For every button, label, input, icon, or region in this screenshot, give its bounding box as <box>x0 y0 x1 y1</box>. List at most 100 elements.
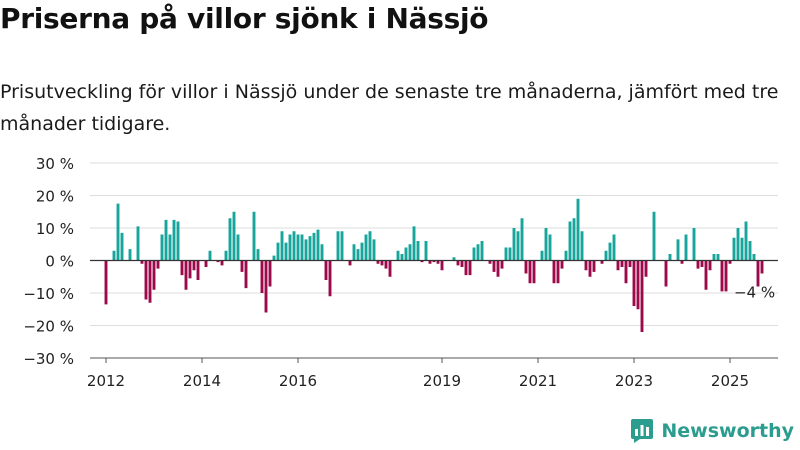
bar <box>544 228 548 261</box>
bar <box>520 218 524 261</box>
bar <box>456 260 460 266</box>
bar <box>460 260 464 267</box>
bar <box>356 249 360 261</box>
bar <box>372 239 376 261</box>
bar <box>304 239 308 261</box>
bar <box>548 234 552 261</box>
bar <box>664 260 668 287</box>
bar <box>440 260 444 271</box>
bar <box>532 260 536 284</box>
bar <box>236 234 240 261</box>
bar <box>576 198 580 261</box>
bar <box>600 260 604 264</box>
bar <box>516 231 520 261</box>
bar <box>340 231 344 261</box>
bar <box>632 260 636 306</box>
bars <box>104 198 764 332</box>
bar <box>616 260 620 271</box>
bar <box>624 260 628 284</box>
bar <box>724 260 728 292</box>
bar <box>412 226 416 261</box>
bar <box>584 260 588 271</box>
bar <box>468 260 472 276</box>
bar <box>376 260 380 264</box>
bar <box>580 231 584 261</box>
bar <box>336 231 340 261</box>
bar <box>736 228 740 261</box>
y-tick-label: 0 % <box>45 253 74 271</box>
x-tick-label: 2023 <box>615 372 653 390</box>
bar <box>284 242 288 261</box>
bar <box>252 211 256 261</box>
bar <box>256 249 260 261</box>
bar <box>152 260 156 290</box>
bar <box>424 241 428 261</box>
bar <box>384 260 388 269</box>
axis-labels: 30 % 20 % 10 % 0 % −10 % −20 % −30 % 2012 2014 20… <box>23 155 775 390</box>
brand-name: Newsworthy <box>661 420 794 442</box>
bar <box>280 231 284 261</box>
chart-subtitle: Prisutveckling för villor i Nässjö under… <box>0 81 779 135</box>
bar <box>692 228 696 261</box>
bar <box>180 260 184 276</box>
bar <box>568 221 572 261</box>
bar <box>540 250 544 261</box>
bar <box>104 260 108 305</box>
bar <box>500 260 504 269</box>
bar <box>400 254 404 261</box>
bar <box>296 234 300 261</box>
x-tick-label: 2014 <box>183 372 221 390</box>
bar <box>756 260 760 287</box>
bar <box>628 260 632 267</box>
bar <box>120 232 124 261</box>
bar <box>428 260 432 264</box>
bar <box>496 260 500 277</box>
x-tick-label: 2021 <box>519 372 557 390</box>
bar <box>192 260 196 271</box>
bar <box>728 260 732 264</box>
bar <box>368 231 372 261</box>
bar <box>184 260 188 290</box>
bar <box>604 250 608 261</box>
bar <box>700 260 704 267</box>
x-tick-label: 2016 <box>279 372 317 390</box>
bar <box>140 260 144 264</box>
bar <box>452 257 456 261</box>
bar <box>668 254 672 261</box>
bar <box>380 260 384 266</box>
bar <box>396 250 400 261</box>
bar <box>188 260 192 279</box>
bar <box>164 219 168 261</box>
bar <box>504 247 508 261</box>
y-tick-label: −30 % <box>23 350 74 368</box>
bar <box>752 254 756 261</box>
y-tick-label: −20 % <box>23 318 74 336</box>
bar <box>620 260 624 267</box>
bar <box>512 228 516 261</box>
bar <box>240 260 244 272</box>
bar <box>144 260 148 300</box>
bar <box>272 255 276 261</box>
bar <box>176 221 180 261</box>
bar <box>312 232 316 261</box>
bar <box>268 260 272 287</box>
bar <box>704 260 708 290</box>
bar <box>228 218 232 261</box>
bar <box>348 260 352 266</box>
bar <box>640 260 644 332</box>
bar <box>220 260 224 266</box>
bar <box>160 234 164 261</box>
bar <box>680 260 684 264</box>
bar <box>528 260 532 284</box>
newsworthy-logo-icon <box>631 419 654 443</box>
bar <box>360 242 364 261</box>
bar <box>420 260 424 263</box>
bar <box>244 260 248 289</box>
bar <box>320 244 324 261</box>
newsworthy-brand: Newsworthy <box>630 418 794 444</box>
axes <box>90 259 778 363</box>
bar <box>612 234 616 261</box>
bar <box>696 260 700 269</box>
bar <box>732 237 736 261</box>
